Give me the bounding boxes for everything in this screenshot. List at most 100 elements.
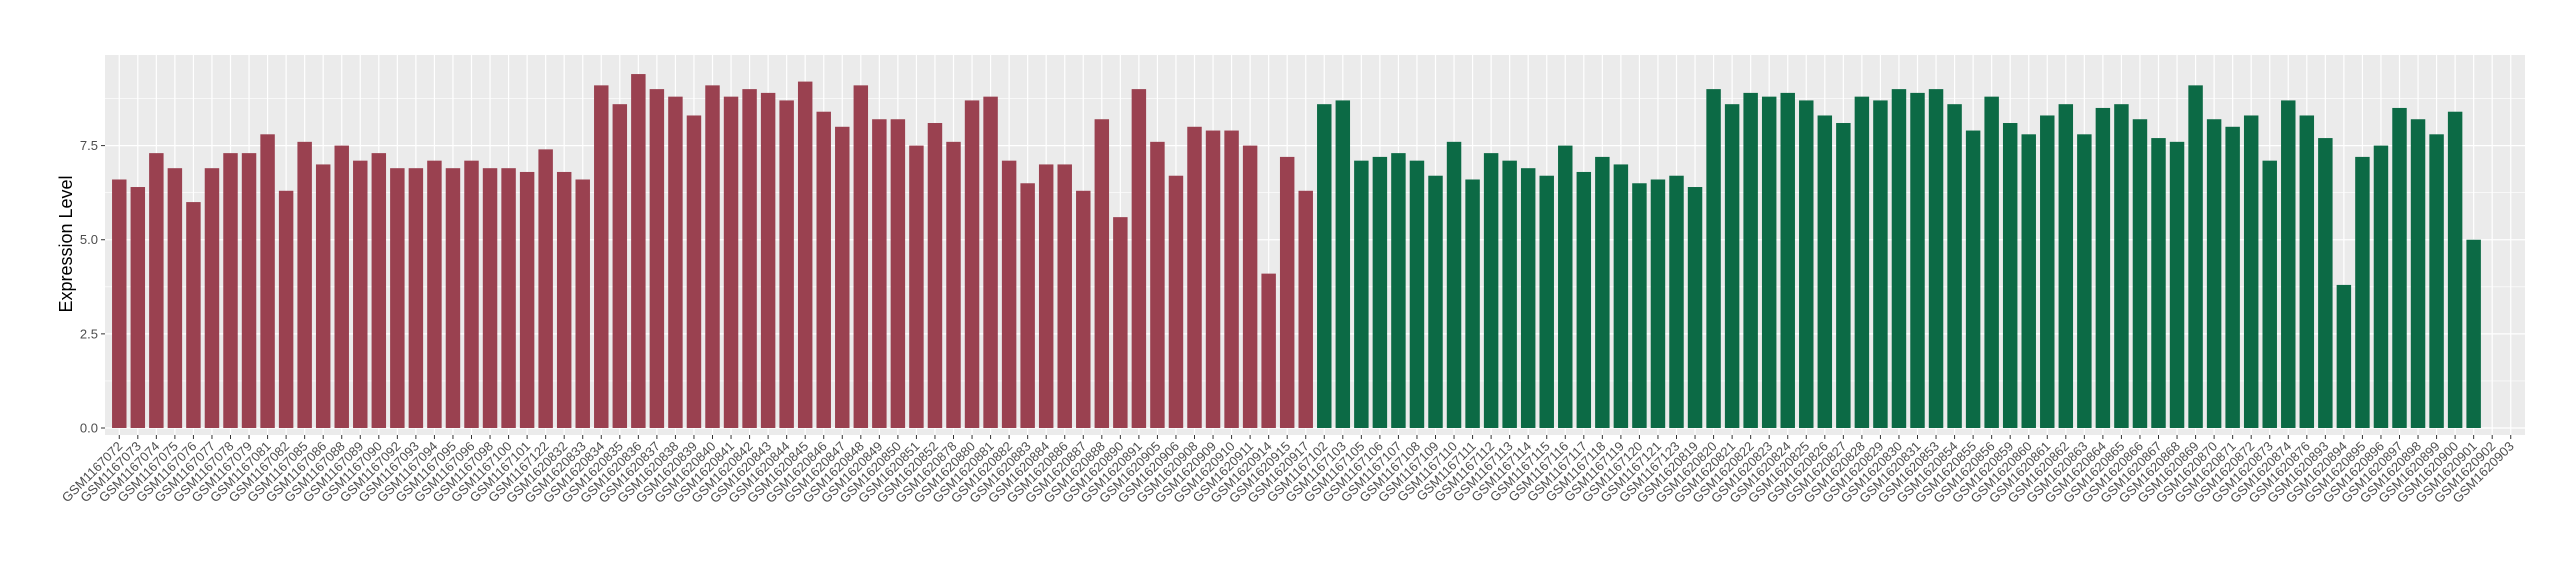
bar	[241, 153, 257, 428]
bar	[2114, 104, 2129, 429]
bar	[1632, 183, 1647, 428]
bar	[1576, 171, 1592, 428]
bar	[1038, 164, 1054, 428]
bar	[2262, 160, 2277, 428]
bar	[2466, 239, 2481, 428]
bar	[1669, 175, 1684, 428]
bar	[1724, 104, 1740, 429]
bar	[1910, 92, 1925, 428]
bar	[1854, 96, 1870, 429]
bar	[1076, 190, 1091, 428]
y-tick-label: 7.5	[80, 138, 98, 153]
bar	[1317, 104, 1332, 429]
bar	[1205, 130, 1221, 429]
bar	[2151, 138, 2166, 428]
bar	[1187, 126, 1202, 428]
bar	[2040, 115, 2055, 428]
bar	[1539, 175, 1554, 428]
bar	[872, 119, 887, 429]
bar	[779, 100, 794, 429]
bar	[575, 179, 590, 428]
bar	[649, 89, 665, 429]
y-axis-ticks: 0.0 2.5 5.0 7.5	[80, 138, 105, 436]
bar	[1965, 130, 1981, 429]
bar	[2002, 123, 2018, 428]
bar	[2410, 119, 2426, 429]
bar	[1799, 100, 1814, 429]
bar	[297, 141, 312, 428]
bar	[2318, 138, 2333, 428]
bar	[167, 168, 183, 428]
bar	[149, 153, 164, 428]
bar	[186, 202, 201, 428]
bar	[1873, 100, 1888, 429]
bar	[501, 168, 516, 428]
bar	[315, 164, 331, 428]
bar	[1224, 130, 1239, 429]
bar	[223, 153, 238, 428]
bar	[1057, 164, 1072, 428]
bar	[797, 81, 813, 428]
bar	[390, 168, 405, 428]
bar	[371, 153, 387, 428]
bar	[1558, 145, 1573, 428]
bar	[1242, 145, 1258, 428]
bar	[668, 96, 683, 429]
bar	[1335, 100, 1351, 429]
bar	[2206, 119, 2222, 429]
bar	[2447, 111, 2463, 429]
bar	[816, 111, 831, 429]
bar	[594, 85, 609, 429]
bar	[1279, 156, 1295, 428]
bar	[1150, 141, 1165, 428]
bar	[1020, 183, 1035, 428]
bar	[112, 179, 127, 428]
y-tick-label: 2.5	[80, 326, 98, 341]
bar	[1836, 123, 1851, 428]
bar	[482, 168, 498, 428]
bar	[1984, 96, 1999, 429]
bar	[1298, 190, 1313, 428]
bar	[2021, 134, 2036, 428]
bar	[1483, 153, 1499, 428]
bar	[2169, 141, 2185, 428]
bar	[1409, 160, 1425, 428]
bar	[1947, 104, 1962, 429]
bar	[2299, 115, 2315, 428]
bar	[1428, 175, 1443, 428]
y-tick-label: 0.0	[80, 421, 98, 436]
bar	[1502, 160, 1517, 428]
bar	[760, 92, 776, 428]
bar	[1001, 160, 1017, 428]
bar	[464, 160, 479, 428]
bar	[927, 123, 943, 428]
bar	[260, 134, 275, 428]
bar	[2095, 107, 2111, 428]
bar	[1113, 217, 1128, 428]
bar	[204, 168, 220, 428]
bar	[909, 145, 924, 428]
bar	[1613, 164, 1629, 428]
bar	[1168, 175, 1184, 428]
bar	[1446, 141, 1462, 428]
bar	[612, 104, 628, 429]
bar	[1928, 89, 1944, 429]
bar	[334, 145, 349, 428]
bar	[353, 160, 368, 428]
bar	[427, 160, 442, 428]
bar	[964, 100, 980, 429]
bar	[1391, 153, 1406, 428]
bar	[2243, 115, 2259, 428]
bar	[1131, 89, 1147, 429]
bar	[2132, 119, 2148, 429]
bar	[1354, 160, 1369, 428]
bar	[1094, 119, 1110, 429]
bar	[1520, 168, 1536, 428]
bar	[983, 96, 998, 429]
bar	[556, 171, 572, 428]
bar	[853, 85, 869, 429]
bar	[2392, 107, 2407, 428]
bar	[723, 96, 739, 429]
bar	[2281, 100, 2296, 429]
bar	[1706, 89, 1721, 429]
